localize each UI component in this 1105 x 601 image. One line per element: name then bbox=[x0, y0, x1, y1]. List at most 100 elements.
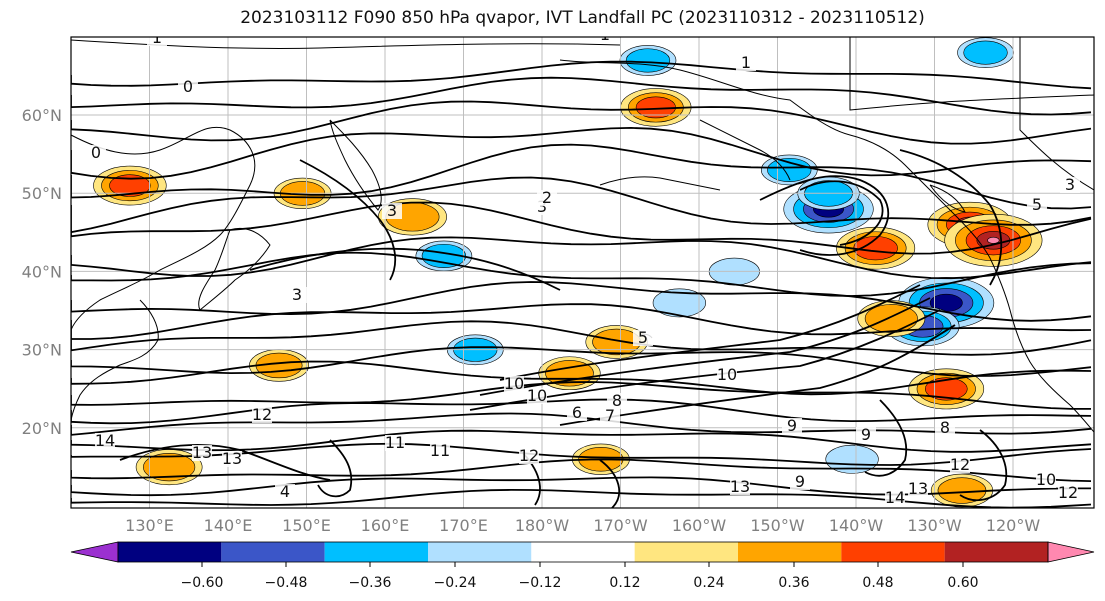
anomaly-blob bbox=[143, 452, 196, 482]
contour-line bbox=[317, 439, 353, 498]
lon-tick-label: 180°W bbox=[515, 516, 570, 535]
contour-label: 3 bbox=[387, 201, 397, 220]
colorbar-segment bbox=[634, 542, 738, 562]
contour-label: 14 bbox=[95, 431, 115, 450]
lon-tick-label: 160°E bbox=[361, 516, 410, 535]
lat-tick-label: 60°N bbox=[22, 106, 62, 125]
contour-label-bg bbox=[192, 445, 212, 461]
contour-line bbox=[71, 488, 1092, 508]
colorbar-segment bbox=[324, 542, 428, 562]
colorbar-tick-label: −0.60 bbox=[181, 575, 224, 591]
contour-label: 3 bbox=[1065, 175, 1075, 194]
coastline bbox=[71, 126, 256, 331]
contour-label-bg bbox=[782, 418, 802, 434]
contour-label: 6 bbox=[572, 403, 582, 422]
colorbar-tick-label: 0.48 bbox=[862, 575, 893, 591]
lon-tick-label: 130°E bbox=[125, 516, 174, 535]
colorbar-segment bbox=[118, 542, 222, 562]
contour-label: 13 bbox=[192, 443, 212, 462]
colorbar-segment bbox=[531, 542, 635, 562]
colorbar-tick-label: 0.60 bbox=[947, 575, 978, 591]
contour-label: 8 bbox=[612, 391, 622, 410]
contour-label: 1 bbox=[600, 25, 610, 44]
lon-tick-label: 130°W bbox=[907, 516, 962, 535]
contour-label-bg bbox=[385, 435, 405, 451]
colorbar-segment bbox=[944, 542, 1048, 562]
contour-line bbox=[469, 309, 941, 411]
contour-label-bg bbox=[519, 448, 539, 464]
contour-line bbox=[71, 201, 1092, 255]
contour-label-bg bbox=[908, 481, 928, 497]
plot-frame bbox=[70, 36, 1095, 509]
contour-line bbox=[119, 443, 331, 481]
contour-label-bg bbox=[430, 443, 450, 459]
contour-label: 3 bbox=[292, 285, 302, 304]
contour-label: 0 bbox=[183, 77, 193, 96]
contour-label-bg bbox=[537, 190, 557, 206]
anomaly-blob bbox=[109, 174, 151, 197]
contour-line bbox=[959, 429, 1008, 502]
contour-line bbox=[759, 175, 890, 256]
contour-label: 12 bbox=[252, 405, 272, 424]
contour-line bbox=[71, 60, 1092, 90]
contour-label-bg bbox=[633, 330, 653, 346]
lon-tick-label: 150°E bbox=[282, 516, 331, 535]
coastline bbox=[329, 119, 382, 211]
contour-line bbox=[71, 458, 1092, 482]
contour-label: 11 bbox=[430, 441, 450, 460]
colorbar-segment bbox=[221, 542, 325, 562]
coastline bbox=[599, 176, 721, 191]
contour-label-bg bbox=[567, 405, 587, 421]
contour-label: 9 bbox=[861, 425, 871, 444]
contour-label-bg bbox=[527, 388, 547, 404]
contour-label: 12 bbox=[950, 455, 970, 474]
contour-label: 4 bbox=[280, 482, 290, 501]
coastlines bbox=[71, 37, 1094, 433]
colorbar-extend-high bbox=[1047, 541, 1095, 563]
contour-label: 10 bbox=[1036, 470, 1056, 489]
contour-label-bg bbox=[790, 474, 810, 490]
coastline bbox=[699, 119, 791, 181]
contour-label-bg bbox=[1058, 485, 1078, 501]
contour-line bbox=[864, 399, 908, 477]
lon-tick-label: 120°W bbox=[986, 516, 1041, 535]
colorbar-segment bbox=[428, 542, 532, 562]
lon-tick-label: 150°W bbox=[750, 516, 805, 535]
anomaly-blob bbox=[652, 288, 706, 318]
contour-line bbox=[479, 297, 931, 396]
colorbar-tick-label: −0.36 bbox=[349, 575, 392, 591]
contour-line bbox=[71, 398, 1092, 425]
contour-line bbox=[249, 247, 561, 291]
contour-label-bg bbox=[885, 490, 905, 506]
lat-tick-label: 20°N bbox=[22, 419, 62, 438]
contour-label-bg bbox=[504, 376, 524, 392]
colorbar-extend-low bbox=[70, 541, 119, 563]
contour-line bbox=[71, 143, 1092, 210]
contour-label: 12 bbox=[519, 446, 539, 465]
contour-line bbox=[799, 180, 884, 246]
anomaly-blob bbox=[924, 377, 968, 401]
contour-line bbox=[71, 176, 1092, 234]
contour-line bbox=[559, 324, 956, 426]
contour-line bbox=[71, 281, 1092, 322]
contour-label: 1 bbox=[152, 28, 162, 47]
contour-label: 5 bbox=[1032, 195, 1042, 214]
contour-label-bg bbox=[730, 479, 750, 495]
coastline bbox=[949, 209, 1094, 433]
colorbar-segment bbox=[738, 542, 842, 562]
contour-line bbox=[71, 381, 1091, 410]
anomaly-blob bbox=[825, 444, 879, 474]
contour-line bbox=[71, 100, 1092, 145]
contour-label-bg bbox=[736, 55, 756, 71]
contour-label: 13 bbox=[908, 479, 928, 498]
colorbar-segment bbox=[841, 542, 945, 562]
anomaly-blob bbox=[963, 40, 1008, 65]
anomaly-fill-layer bbox=[93, 37, 1043, 508]
contour-label-bg bbox=[95, 433, 115, 449]
coastline bbox=[849, 37, 1094, 111]
colorbar-tick-label: −0.12 bbox=[519, 575, 562, 591]
lat-tick-label: 50°N bbox=[22, 184, 62, 203]
colorbar-tick-labels: −0.60 −0.48 −0.36 −0.24 −0.12 0.12 0.24 0.36 0.4… bbox=[181, 562, 979, 591]
coastline bbox=[1019, 37, 1094, 191]
